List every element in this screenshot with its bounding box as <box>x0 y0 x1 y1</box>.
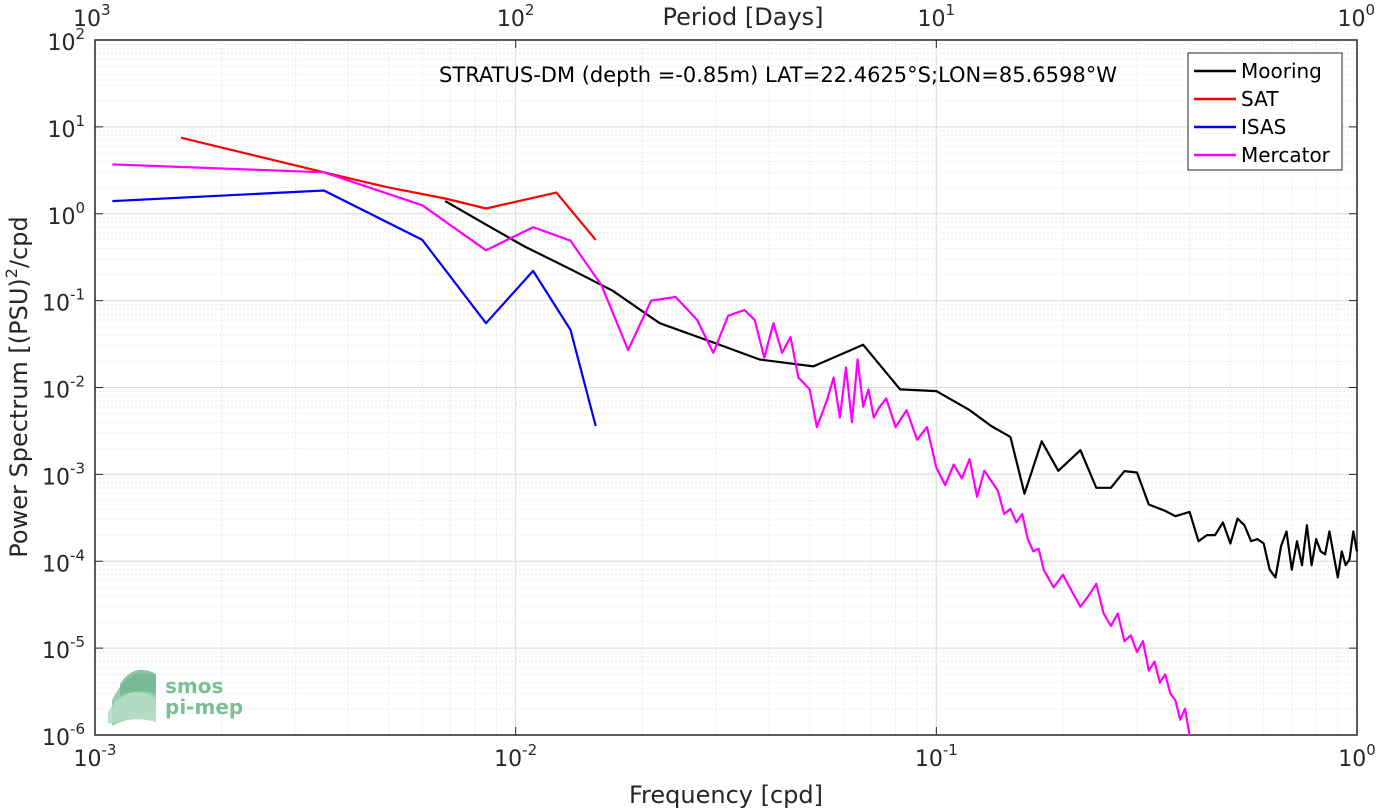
x-tick-label: 100 <box>1338 741 1376 772</box>
top-tick-label: 101 <box>918 1 956 32</box>
y-axis-label: Power Spectrum [(PSU)2/cpd <box>2 216 33 557</box>
smos-pimep-logo: smos pi-mep <box>108 669 243 726</box>
logo-line1: smos <box>165 674 223 698</box>
top-axis-label: Period [Days] <box>662 3 823 31</box>
y-tick-label: 10-3 <box>42 459 85 490</box>
y-axis-label-main: Power Spectrum [(PSU) <box>5 278 33 557</box>
y-tick-label: 100 <box>47 199 85 230</box>
y-tick-label: 101 <box>47 112 85 143</box>
legend-label-mooring: Mooring <box>1241 59 1322 83</box>
y-axis-label-suffix: /cpd <box>5 216 33 268</box>
top-tick-label: 100 <box>1337 1 1375 32</box>
logo-line2: pi-mep <box>165 695 243 719</box>
legend-label-isas: ISAS <box>1241 115 1286 139</box>
x-tick-label: 10-2 <box>494 741 537 772</box>
x-tick-label: 10-1 <box>915 741 958 772</box>
y-tick-label: 10-6 <box>42 720 85 751</box>
series-lines <box>112 136 1359 736</box>
legend-box <box>1187 52 1343 171</box>
y-tick-label: 10-1 <box>42 286 85 317</box>
series-line-isas <box>112 189 597 427</box>
y-axis-label-sup: 2 <box>2 268 21 278</box>
series-line-mooring <box>444 200 1359 579</box>
legend: Mooring SAT ISAS Mercator <box>1187 52 1343 171</box>
top-tick-label: 103 <box>73 1 111 32</box>
legend-label-mercator: Mercator <box>1241 143 1331 167</box>
logo-waves-icon <box>108 669 156 726</box>
grid <box>94 40 1357 736</box>
y-tick-label: 10-2 <box>42 373 85 404</box>
y-tick-label: 10-4 <box>42 546 85 577</box>
chart-title: STRATUS-DM (depth =-0.85m) LAT=22.4625°S… <box>439 63 1117 87</box>
y-tick-label: 10-5 <box>42 633 85 664</box>
series-line-mercator <box>112 163 1191 736</box>
top-tick-label: 102 <box>497 1 535 32</box>
x-tick-label: 10-3 <box>74 741 117 772</box>
legend-label-sat: SAT <box>1241 87 1279 111</box>
axis-ticks: 10-3 10-2 10-1 100 10-6 10-5 10-4 10-3 10-2 10-1 1… <box>42 1 1376 772</box>
x-axis-label: Frequency [cpd] <box>629 781 823 809</box>
y-tick-label: 102 <box>47 25 85 56</box>
